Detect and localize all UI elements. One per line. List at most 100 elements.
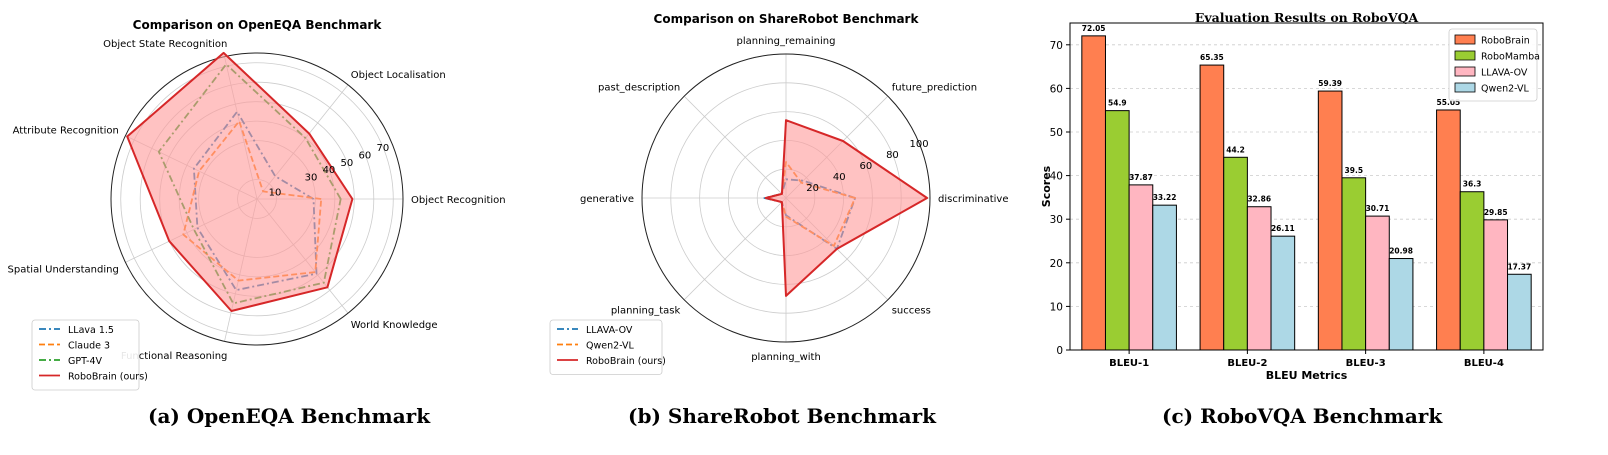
y-tick-label: 10 [1050,301,1063,313]
data-label: 65.35 [1200,53,1224,62]
data-label: 33.22 [1153,193,1177,202]
openeqa-radar-chart: Comparison on OpenEQA Benchmark 10 30 40 50 6… [8,18,506,391]
chart-title: Evaluation Results on RoboVQA [1195,10,1419,25]
legend-label-robobrain-ours: RoboBrain (ours) [586,356,666,367]
sharerobot-radar-chart: Comparison on ShareRobot Benchmark 20 40 60… [549,12,1008,375]
bar-qwen2-vl-bleu-2 [1270,235,1296,351]
bar-robomamba-bleu-4 [1459,191,1485,351]
legend-label-llava-ov: LLAVA-OV [1481,68,1528,79]
y-tick-label: 20 [1050,258,1063,270]
category-label-past-description: past_description [598,82,680,93]
data-label: 54.9 [1108,99,1127,108]
radial-tick-label: 100 [909,139,928,150]
data-label: 30.71 [1366,204,1390,213]
legend-swatch-qwen2-vl [1454,82,1476,93]
category-label-attribute-recognition: Attribute Recognition [13,126,119,137]
category-label-generative: generative [580,194,634,205]
x-tick-label-bleu-1: BLEU-1 [1109,358,1149,369]
bar-robomamba-bleu-1 [1104,110,1130,351]
x-axis-label: BLEU Metrics [1266,369,1348,382]
y-tick-label: 0 [1056,345,1063,357]
polar-frame [641,53,931,343]
bar-llava-ov-bleu-1 [1128,184,1154,351]
data-label: 36.3 [1463,180,1482,189]
y-tick-label: 50 [1050,127,1063,139]
legend-box [31,319,140,391]
radial-tick-label: 30 [305,173,318,184]
caption-sharerobot: (b) ShareRobot Benchmark [628,404,936,428]
category-label-discriminative: discriminative [938,194,1008,205]
category-label-object-localisation: Object Localisation [351,70,446,81]
data-label: 72.05 [1082,24,1106,33]
radial-tick-label: 10 [269,188,282,199]
y-tick-label: 40 [1050,171,1063,183]
legend-label-llava-ov: LLAVA-OV [586,325,633,336]
legend-swatch-llava-ov [1454,66,1476,77]
legend-label-llava-1-5: LLava 1.5 [68,325,114,336]
y-axis-label: Scores [1040,165,1053,207]
legend-label-claude-3: Claude 3 [68,341,110,352]
data-label: 29.85 [1484,208,1508,217]
chart-title: Comparison on OpenEQA Benchmark [133,18,383,32]
bar-robomamba-bleu-2 [1223,156,1248,351]
legend-label-robomamba: RoboMamba [1481,52,1540,63]
data-label: 55.05 [1437,98,1461,107]
data-label: 17.37 [1507,262,1531,271]
robovqa-bar-chart: Evaluation Results on RoboVQA 0 10 20 30 40 50… [1040,10,1544,382]
bar-qwen2-vl-bleu-4 [1507,273,1532,351]
legend-label-robobrain-ours: RoboBrain (ours) [68,372,148,383]
bar-llava-ov-bleu-2 [1246,206,1272,351]
bar-robobrain-bleu-2 [1199,64,1225,351]
series-robobrain-ours [126,51,354,312]
legend-label-qwen2-vl: Qwen2-VL [586,341,635,352]
radial-tick-label: 40 [323,165,336,176]
bar-robomamba-bleu-3 [1341,177,1367,351]
data-label: 59.39 [1318,79,1342,88]
data-label: 37.87 [1129,173,1153,182]
caption-openeqa: (a) OpenEQA Benchmark [148,404,431,428]
legend-swatch-robomamba [1454,50,1476,61]
category-label-world-knowledge: World Knowledge [351,320,438,331]
data-label: 44.2 [1226,145,1245,154]
series-robobrain-ours [764,119,929,297]
polar-frame [110,52,404,346]
legend-label-robobrain: RoboBrain [1481,36,1530,47]
legend-label-qwen2-vl: Qwen2-VL [1481,84,1530,95]
angular-gridline [683,95,787,199]
plot-frame [1069,22,1544,351]
x-tick-label-bleu-3: BLEU-3 [1346,358,1386,369]
category-label-future-prediction: future_prediction [892,82,977,93]
bar-qwen2-vl-bleu-3 [1388,258,1414,351]
category-label-planning-remaining: planning_remaining [737,36,836,47]
legend: LLAVA-OV Qwen2-VL RoboBrain (ours) [549,319,666,375]
radial-tick-label: 40 [833,172,846,183]
radial-tick-label: 20 [806,183,819,194]
radial-tick-label: 60 [859,161,872,172]
category-label-success: success [892,306,931,317]
bar-robobrain-bleu-3 [1317,90,1343,351]
category-label-functional-reasoning: Functional Reasoning [121,351,228,362]
category-label-object-state-recognition: Object State Recognition [103,39,227,50]
data-label: 32.86 [1247,195,1271,204]
category-label-planning-with: planning_with [751,352,821,363]
data-label: 26.11 [1271,224,1295,233]
radial-tick-label: 60 [359,150,372,161]
radial-tick-label: 50 [341,158,354,169]
caption-robovqa: (c) RoboVQA Benchmark [1162,404,1443,428]
bar-llava-ov-bleu-3 [1365,215,1390,351]
x-tick-label-bleu-2: BLEU-2 [1227,358,1267,369]
radial-tick-label: 70 [377,143,390,154]
y-tick-label: 60 [1050,83,1063,95]
bar-robobrain-bleu-1 [1081,35,1106,351]
category-label-planning-task: planning_task [611,306,681,317]
category-label-spatial-understanding: Spatial Understanding [8,264,119,275]
category-label-object-recognition: Object Recognition [411,195,506,206]
angular-gridline [683,197,787,301]
legend-swatch-robobrain [1454,34,1476,45]
bar-qwen2-vl-bleu-1 [1152,204,1177,351]
y-tick-label: 70 [1050,40,1063,52]
data-label: 20.98 [1389,247,1413,256]
bar-llava-ov-bleu-4 [1483,219,1509,351]
chart-title: Comparison on ShareRobot Benchmark [654,12,920,26]
